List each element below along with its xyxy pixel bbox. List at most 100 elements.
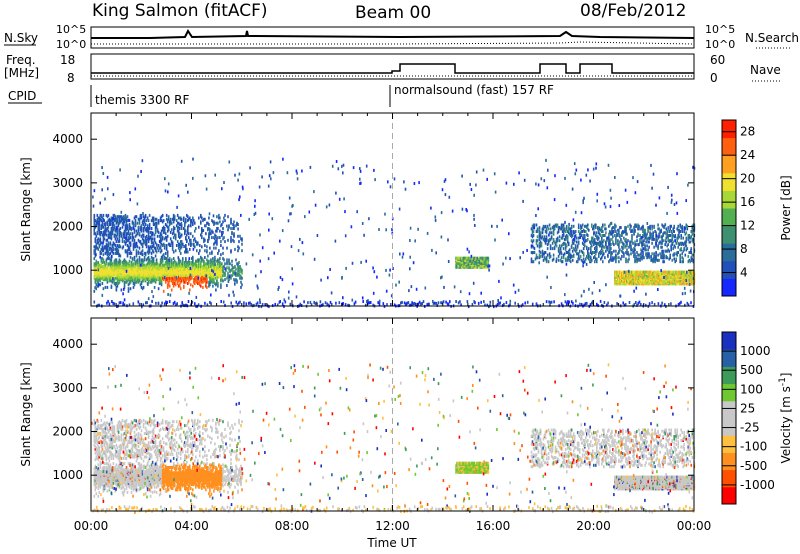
scatter-cell [127,232,130,236]
scatter-cell [116,233,119,237]
scatter-cell [241,283,243,287]
scatter-cell [103,229,106,233]
scatter-cell [568,232,571,236]
scatter-cell [679,270,681,274]
scatter-cell [183,265,185,268]
scatter-cell [569,234,572,237]
scatter-cell [195,279,197,283]
scatter-cell [254,211,257,215]
scatter-cell [106,285,109,289]
scatter-cell [144,265,147,268]
scatter-cell [177,261,180,264]
scatter-cell [116,237,119,241]
scatter-cell [658,270,660,274]
scatter-cell [600,257,602,261]
scatter-cell [612,230,614,233]
scatter-cell [609,241,611,245]
scatter-cell [678,243,680,247]
scatter-cell [243,301,245,305]
scatter-cell [109,236,112,240]
scatter-cell [624,188,627,192]
scatter-cell [668,257,670,261]
scatter-cell [124,224,127,228]
scatter-cell [663,224,665,228]
scatter-cell [535,230,538,233]
scatter-cell [502,262,504,266]
scatter-cell [659,270,661,274]
scatter-cell [563,252,566,256]
scatter-cell [599,240,601,244]
scatter-cell [153,274,156,278]
scatter-cell [629,240,631,244]
scatter-cell [107,213,110,217]
scatter-cell [225,267,227,271]
scatter-cell [194,282,196,285]
scatter-cell [663,253,665,257]
scatter-cell [619,248,621,252]
scatter-cell [614,223,616,227]
scatter-cell [96,266,99,270]
scatter-cell [124,241,127,245]
scatter-cell [160,255,163,259]
scatter-cell [208,234,210,238]
scatter-cell [313,257,316,261]
scatter-cell [189,240,192,243]
scatter-cell [468,292,471,296]
scatter-cell [218,259,220,263]
scatter-cell [147,240,150,244]
scatter-cell [472,281,475,285]
scatter-cell [241,271,243,275]
scatter-cell [189,275,191,279]
scatter-cell [602,234,604,237]
scatter-cell [194,262,196,266]
scatter-cell [221,262,223,266]
scatter-cell [162,230,165,234]
scatter-cell [602,244,604,248]
scatter-cell [150,237,153,241]
scatter-cell [129,225,132,229]
scatter-cell [282,157,284,161]
scatter-cell [587,256,589,260]
scatter-cell [582,243,585,247]
scatter-cell [689,236,692,240]
scatter-cell [178,274,181,278]
scatter-cell [168,276,171,280]
scatter-cell [115,229,118,233]
noise-panel: N.Sky 10^5 10^0 10^5 10^0 N.Search [4,23,799,51]
scatter-cell [223,181,225,184]
scatter-cell [541,249,544,253]
scatter-cell [553,245,556,249]
scatter-cell [172,236,175,240]
scatter-cell [158,276,161,280]
scatter-cell [124,249,127,253]
scatter-cell [291,267,293,271]
scatter-cell [522,199,524,203]
scatter-cell [173,259,176,263]
scatter-cell [100,257,103,261]
scatter-cell [187,263,189,267]
scatter-cell [569,253,572,257]
scatter-cell [287,219,290,223]
scatter-cell [681,227,683,231]
scatter-cell [200,261,202,264]
scatter-cell [412,261,415,265]
scatter-cell [240,237,242,241]
scatter-cell [170,258,173,262]
scatter-cell [543,251,546,254]
scatter-cell [133,245,136,249]
scatter-cell [175,224,178,228]
scatter-cell [94,274,97,278]
nsky-trace [91,29,695,39]
scatter-cell [639,237,641,241]
scatter-cell [231,263,233,267]
scatter-cell [494,190,497,194]
scatter-cell [145,241,148,245]
scatter-cell [139,225,142,229]
scatter-cell [107,187,109,191]
scatter-cell [105,262,108,266]
scatter-cell [657,288,659,291]
scatter-cell [593,231,595,235]
scatter-cell [162,253,165,257]
scatter-cell [591,244,593,248]
